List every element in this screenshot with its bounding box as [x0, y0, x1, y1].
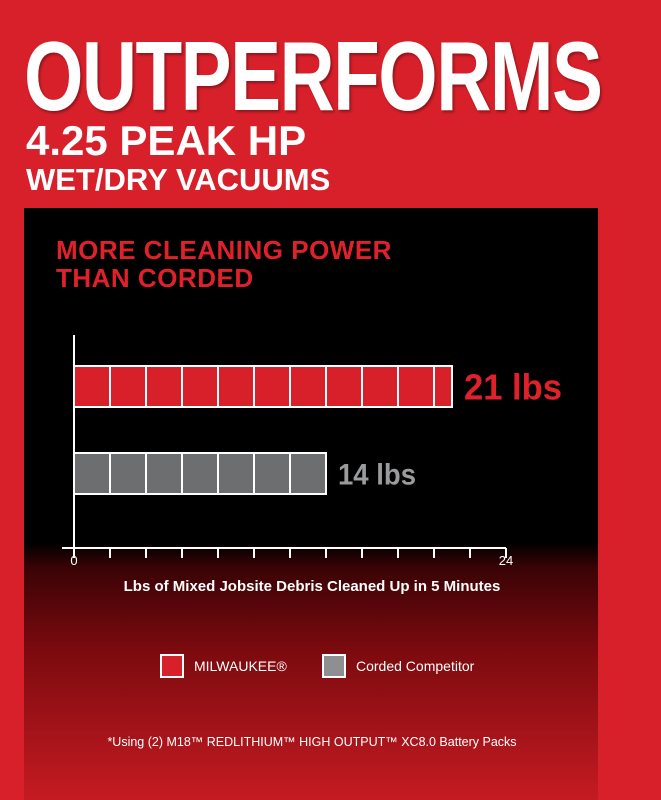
legend-label: Corded Competitor	[356, 658, 475, 674]
legend-label: MILWAUKEE®	[194, 658, 287, 674]
subtitle-line1: MORE CLEANING POWER	[56, 235, 392, 265]
headline-line2: 4.25 PEAK HP	[26, 117, 307, 164]
footnote: *Using (2) M18™ REDLITHIUM™ HIGH OUTPUT™…	[107, 735, 517, 749]
subtitle-line2: THAN CORDED	[56, 263, 254, 293]
bar-chart: 0 24 21 lbs 14 lbs	[62, 335, 562, 568]
legend-swatch	[160, 654, 184, 678]
headline: OUTPERFORMS	[24, 21, 603, 131]
bar-competitor	[73, 452, 327, 495]
chart-panel	[24, 208, 598, 800]
x-axis-label: Lbs of Mixed Jobsite Debris Cleaned Up i…	[123, 578, 501, 595]
legend-swatch	[322, 654, 346, 678]
legend-item-milwaukee: MILWAUKEE®	[160, 654, 287, 678]
headline-line3: WET/DRY VACUUMS	[26, 162, 331, 197]
x-tick-label: 0	[70, 553, 77, 568]
x-tick-label: 24	[499, 553, 513, 568]
legend-item-competitor: Corded Competitor	[322, 654, 474, 678]
data-label: 14 lbs	[338, 458, 416, 491]
data-label: 21 lbs	[464, 366, 562, 407]
bar-milwaukee	[73, 365, 453, 408]
chart-subtitle: MORE CLEANING POWER THAN CORDED	[56, 236, 392, 292]
